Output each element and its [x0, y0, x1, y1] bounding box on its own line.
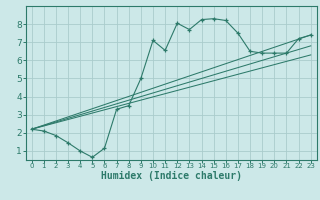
X-axis label: Humidex (Indice chaleur): Humidex (Indice chaleur) [101, 171, 242, 181]
